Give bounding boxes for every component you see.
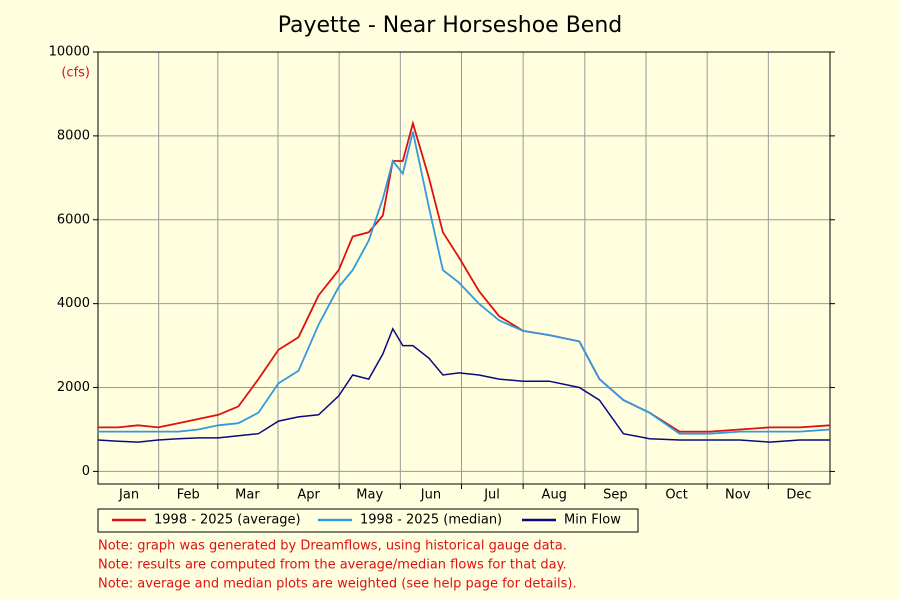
legend-label: Min Flow [564,513,621,528]
y-tick-label: 6000 [57,212,90,227]
x-tick-label: Jul [483,488,500,503]
x-tick-label: Apr [297,488,320,503]
series-line [98,119,831,433]
x-tick-label: Sep [603,488,628,503]
note: Note: graph was generated by Dreamflows,… [98,539,567,554]
legend-box [97,508,639,533]
x-tick-label: Jun [420,488,441,503]
x-tick-label: May [356,488,383,503]
x-tick-label: Dec [786,488,811,503]
y-tick-label: 10000 [49,45,90,60]
x-tick-label: Feb [177,488,200,503]
y-tick-label: 4000 [57,296,90,311]
x-tick-label: Aug [542,488,567,503]
plot-frame [97,51,831,485]
x-tick-label: Nov [725,488,751,503]
legend-label: 1998 - 2025 (average) [154,513,301,528]
series-line [97,327,830,443]
chart-title: Payette - Near Horseshoe Bend [278,13,623,38]
y-axis-label: (cfs) [61,66,90,81]
y-tick-label: 0 [82,464,90,479]
x-tick-label: Oct [665,488,687,503]
x-tick-label: Mar [235,488,260,503]
note: Note: results are computed from the aver… [98,558,567,573]
note: Note: average and median plots are weigh… [98,577,577,592]
x-tick-label: Jan [118,488,139,503]
series-line [98,131,831,435]
y-tick-label: 8000 [57,128,90,143]
y-tick-label: 2000 [57,380,90,395]
legend-label: 1998 - 2025 (median) [360,513,502,528]
